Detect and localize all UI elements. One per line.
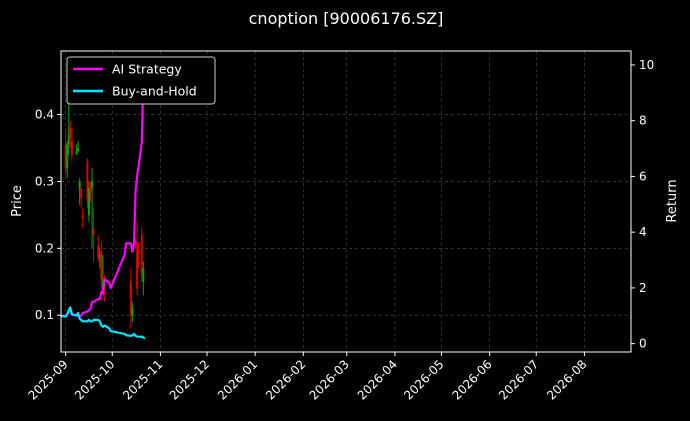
- y-left-tick-label: 0.2: [35, 241, 54, 255]
- candle-body: [64, 144, 67, 169]
- candle-body: [87, 188, 90, 215]
- candle-body: [86, 161, 89, 202]
- y-right-tick-label: 6: [639, 169, 647, 183]
- candle-body: [81, 214, 84, 219]
- y-right-tick-label: 8: [639, 114, 647, 128]
- legend: AI Strategy Buy-and-Hold: [66, 56, 216, 105]
- candle-body: [136, 244, 139, 289]
- y-left-tick-label: 0.4: [35, 108, 54, 122]
- candle-body: [100, 251, 103, 282]
- series-line-buy-and-hold: [60, 306, 146, 340]
- y-axis-right: 0 2 4 6 8 10: [631, 58, 654, 351]
- candle-body: [66, 144, 69, 169]
- candle-body: [103, 281, 106, 299]
- y-right-tick-label: 2: [639, 281, 647, 295]
- candle-body: [140, 234, 143, 276]
- y-left-tick-label: 0.1: [35, 308, 54, 322]
- y-axis-right-label: Return: [665, 179, 680, 222]
- candle-body: [69, 127, 72, 138]
- legend-label-bh: Buy-and-Hold: [112, 84, 197, 99]
- candle-body: [97, 244, 100, 259]
- candle-body: [70, 141, 73, 155]
- candle-body: [75, 151, 78, 155]
- plot-frame: [60, 50, 632, 353]
- legend-box: [66, 56, 216, 105]
- y-axis-left: 0.1 0.2 0.3 0.4: [35, 108, 61, 322]
- y-right-tick-label: 10: [639, 58, 654, 72]
- y-right-tick-label: 0: [639, 337, 647, 351]
- legend-label-ai: AI Strategy: [112, 62, 182, 77]
- y-left-tick-label: 0.3: [35, 174, 54, 188]
- candle-body: [131, 308, 134, 316]
- y-right-tick-label: 4: [639, 225, 647, 239]
- candle-body: [80, 188, 83, 199]
- candle-body: [77, 147, 80, 152]
- candle-body: [89, 188, 92, 192]
- series-lines: [60, 64, 146, 340]
- candle-body: [91, 181, 94, 189]
- chart-title: cnoption [90006176.SZ]: [249, 9, 444, 28]
- candle-body: [137, 261, 140, 266]
- y-axis-left-label: Price: [10, 185, 25, 217]
- candle-body: [78, 181, 81, 189]
- candle-body: [142, 268, 145, 282]
- candle-body: [67, 134, 70, 145]
- candle-body: [129, 281, 132, 316]
- candle-body: [98, 255, 101, 259]
- grid: [61, 51, 631, 352]
- candle-body: [92, 228, 95, 235]
- candle-body: [134, 241, 137, 245]
